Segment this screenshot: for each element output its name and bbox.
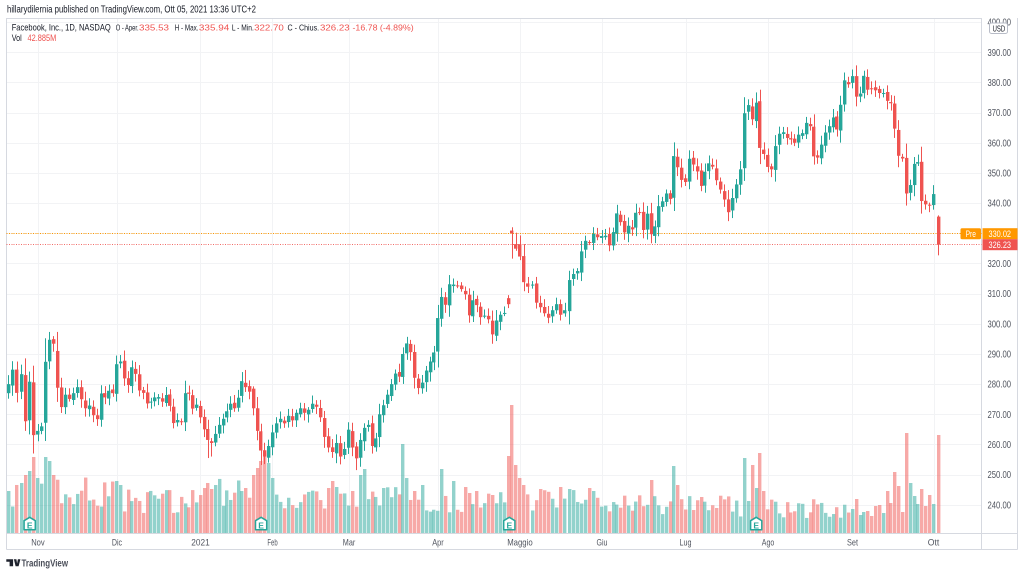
svg-text:330.02: 330.02 (989, 229, 1012, 240)
svg-text:Giu: Giu (597, 537, 608, 548)
svg-text:Dic: Dic (112, 537, 122, 548)
svg-text:TradingView: TradingView (22, 557, 69, 569)
svg-text:Lug: Lug (680, 537, 692, 548)
svg-text:Vol: Vol (12, 33, 22, 43)
svg-text:42.885M: 42.885M (28, 33, 57, 43)
svg-text:290.00: 290.00 (988, 350, 1012, 361)
svg-text:E: E (753, 520, 759, 530)
svg-text:380.00: 380.00 (988, 78, 1012, 89)
svg-text:322.70: 322.70 (254, 22, 284, 32)
svg-text:Mar: Mar (343, 537, 356, 548)
svg-text:-16.78 (-4.89%): -16.78 (-4.89%) (353, 22, 414, 32)
svg-text:2021: 2021 (191, 537, 209, 548)
svg-text:270.00: 270.00 (988, 410, 1012, 421)
svg-text:H - Max.: H - Max. (175, 22, 199, 32)
svg-text:300.00: 300.00 (988, 319, 1012, 330)
svg-text:hillarydilernia published on T: hillarydilernia published on TradingView… (7, 5, 256, 16)
svg-text:240.00: 240.00 (988, 500, 1012, 511)
svg-text:326.23: 326.23 (989, 240, 1012, 251)
svg-text:USD: USD (993, 23, 1006, 33)
svg-text:Ago: Ago (762, 537, 775, 548)
svg-text:C - Chius.: C - Chius. (288, 22, 320, 32)
svg-text:335.94: 335.94 (199, 22, 230, 32)
svg-text:O - Aper.: O - Aper. (116, 22, 139, 32)
svg-text:390.00: 390.00 (988, 48, 1012, 59)
svg-text:Apr: Apr (432, 537, 444, 548)
svg-text:L - Min.: L - Min. (232, 22, 254, 32)
svg-text:E: E (506, 520, 512, 530)
svg-text:326.23: 326.23 (320, 22, 350, 32)
svg-text:250.00: 250.00 (988, 470, 1012, 481)
svg-text:Nov: Nov (31, 537, 45, 548)
svg-text:350.00: 350.00 (988, 169, 1012, 180)
svg-text:360.00: 360.00 (988, 138, 1012, 149)
svg-text:310.00: 310.00 (988, 289, 1012, 300)
svg-text:370.00: 370.00 (988, 108, 1012, 119)
svg-text:E: E (27, 520, 33, 530)
svg-text:340.00: 340.00 (988, 199, 1012, 210)
svg-text:280.00: 280.00 (988, 380, 1012, 391)
svg-text:Set: Set (847, 537, 858, 548)
svg-text:320.00: 320.00 (988, 259, 1012, 270)
svg-text:Feb: Feb (267, 537, 277, 548)
svg-text:E: E (258, 520, 264, 530)
svg-text:Pre: Pre (966, 229, 976, 240)
svg-text:Maggio: Maggio (507, 537, 533, 548)
svg-text:260.00: 260.00 (988, 440, 1012, 451)
svg-text:Ott: Ott (928, 537, 940, 548)
svg-text:Facebook, Inc., 1D, NASDAQ: Facebook, Inc., 1D, NASDAQ (12, 22, 111, 33)
svg-text:335.53: 335.53 (139, 22, 169, 32)
